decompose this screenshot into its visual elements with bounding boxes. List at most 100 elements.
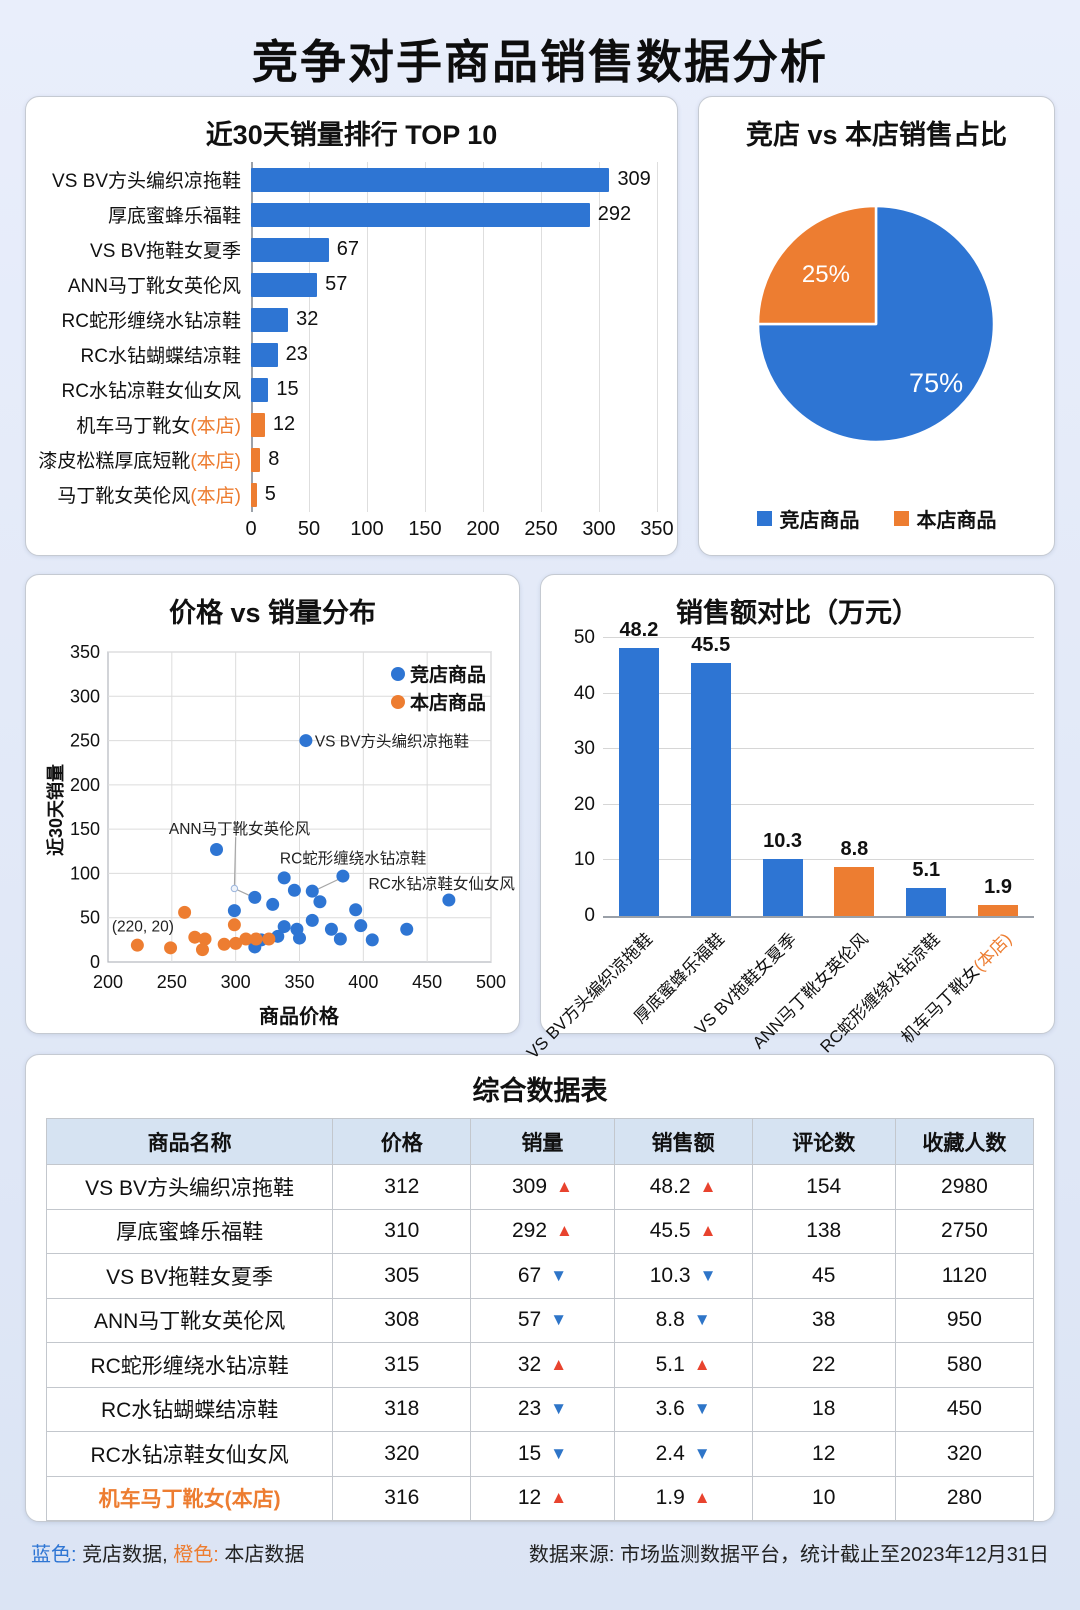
cell-favorites: 320 [894,1431,1035,1477]
scatter-point-竞店商品 [400,922,414,936]
bar [251,412,265,437]
scatter-point-竞店商品 [299,734,313,748]
table-header-row: 商品名称 价格 销量 销售额 评论数 收藏人数 [45,1118,1035,1165]
cell-reviews: 22 [751,1342,896,1388]
bar-row: 32 [251,302,657,337]
bar-slot: 1.9 [962,638,1034,916]
table-row: VS BV拖鞋女夏季 305 67 ▼ 10.3 ▼ 45 1120 [45,1253,1035,1299]
scatter-x-tick-label: 450 [412,972,442,992]
cell-reviews: 138 [751,1208,896,1254]
scatter-annotation: (220, 20) [112,919,174,936]
trend-down-icon: ▼ [693,1310,711,1330]
scatter-legend-swatch [391,695,405,709]
scatter-point-竞店商品 [324,922,338,936]
scatter-y-tick-label: 200 [70,775,100,795]
bar [978,905,1019,916]
scatter-point-竞店商品 [287,883,301,897]
bar-row: 23 [251,337,657,372]
cell-favorites: 1120 [894,1253,1035,1299]
pie-svg: 75% 25% [756,204,996,444]
scatter-y-tick-label: 100 [70,863,100,883]
sales-amount-chart: 0 10 20 30 40 50 48.2 45.5 10.3 8.8 5.1 1.9 VS BV方头… [523,619,1034,1063]
pie-chart: 75% 25% [719,162,1034,502]
trend-up-icon: ▲ [556,1176,573,1196]
summary-table: 商品名称 价格 销量 销售额 评论数 收藏人数 VS BV方头编织凉拖鞋 312 309 ▲ 48… [45,1118,1035,1521]
scatter-point-本店商品 [262,932,276,946]
table-row: RC蛇形缠绕水钻凉鞋 315 32 ▲ 5.1 ▲ 22 580 [45,1342,1035,1388]
cell-reviews: 18 [751,1386,896,1432]
cell-amount: 8.8 ▼ [613,1297,753,1343]
own-store-suffix: (本店) [190,451,241,472]
gridline [425,162,426,512]
top10-x-tick-label: 150 [408,518,442,540]
cell-amount: 3.6 ▼ [613,1386,753,1432]
table-row: RC水钻蝴蝶结凉鞋 318 23 ▼ 3.6 ▼ 18 450 [45,1386,1035,1432]
top10-x-tick-label: 300 [582,518,616,540]
bar-value-label: 1.9 [984,876,1012,899]
cell-product-name: RC水钻凉鞋女仙女风 [45,1431,334,1477]
bar [618,648,659,916]
cell-amount: 10.3 ▼ [613,1253,753,1299]
top10-category-label: 马丁靴女英伦风 (本店) [46,477,251,512]
gridline [309,162,310,512]
label-text: 机车马丁靴女 [76,416,191,437]
top10-category-label: RC水钻凉鞋女仙女风 [61,381,241,402]
label-text: 马丁靴女英伦风 [57,486,191,507]
bar-value-label: 48.2 [619,619,659,642]
table-row: ANN马丁靴女英伦风 308 57 ▼ 8.8 ▼ 38 950 [45,1297,1035,1343]
scatter-x-tick-label: 300 [221,972,251,992]
cell-favorites: 450 [894,1386,1035,1432]
cell-favorites: 950 [894,1297,1035,1343]
scatter-point-本店商品 [217,937,231,951]
scatter-y-tick-label: 350 [70,642,100,662]
top10-category-label: RC水钻蝴蝶结凉鞋 [80,346,241,367]
gridline [367,162,368,512]
top10-category-label: VS BV拖鞋女夏季 [90,241,241,262]
cell-reviews: 38 [751,1297,896,1343]
sales-amount-y-tick-label: 50 [573,627,595,648]
scatter-x-tick-label: 350 [284,972,314,992]
panel-pie-chart: 竞店 vs 本店销售占比 75% 25% 竞店商品 本店商品 [698,96,1055,556]
bar-value-label: 8.8 [840,838,869,861]
bar-value-label: 8 [268,448,280,470]
cell-amount: 48.2 ▲ [613,1164,753,1210]
scatter-point-本店商品 [249,932,263,946]
scatter-point-竞店商品 [266,897,280,911]
sales-amount-y-tick-label: 0 [584,905,595,926]
trend-down-icon: ▼ [550,1399,568,1419]
cell-sales: 23 ▼ [470,1386,615,1432]
trend-down-icon: ▼ [550,1310,568,1330]
top10-chart: VS BV方头编织凉拖鞋 厚底蜜蜂乐福鞋 VS BV拖鞋女夏季 ANN马丁靴女英伦风 R… [38,162,658,512]
bar-value-label: 57 [325,273,348,295]
sales-amount-y-tick-label: 10 [573,849,595,871]
bar-row: 67 [251,232,657,267]
cell-reviews: 154 [751,1164,896,1210]
cell-price: 305 [332,1253,472,1299]
scatter-legend-label: 竞店商品 [410,663,486,686]
scatter-annotation: ANN马丁靴女英伦风 [169,819,311,838]
sales-amount-chart-title: 销售额对比（万元） [676,598,919,628]
top10-category-label: 机车马丁靴女 (本店) [46,407,251,442]
table-row: 厚底蜜蜂乐福鞋 310 292 ▲ 45.5 ▲ 138 2750 [45,1208,1035,1254]
bar-slot: 5.1 [890,638,962,916]
top10-bar-rows: 309 292 67 57 32 23 15 12 8 5 [251,162,657,512]
gridline [657,162,658,512]
bar-slot: 8.8 [819,638,891,916]
trend-down-icon: ▼ [699,1265,717,1285]
cell-amount: 2.4 ▼ [613,1431,753,1477]
bar-row: 15 [251,372,657,407]
scatter-point-竞店商品 [333,932,347,946]
own-store-suffix: (本店) [190,416,241,437]
top10-category-label: 漆皮松糕厚底短靴 (本店) [38,442,251,477]
bar-value-label: 292 [597,203,632,225]
table-header-cell: 销量 [470,1118,615,1165]
own-store-suffix: (本店) [190,486,241,507]
gridline [541,162,542,512]
scatter-point-竞店商品 [313,895,327,909]
gridline [603,859,1034,861]
gridline [603,748,1034,750]
cell-product-name: VS BV拖鞋女夏季 [45,1253,334,1299]
table-header-cell: 评论数 [751,1118,896,1165]
bar-row: 309 [251,162,657,197]
panel-data-table: 综合数据表 商品名称 价格 销量 销售额 评论数 收藏人数 VS BV方头编织凉拖鞋 312… [25,1054,1055,1522]
